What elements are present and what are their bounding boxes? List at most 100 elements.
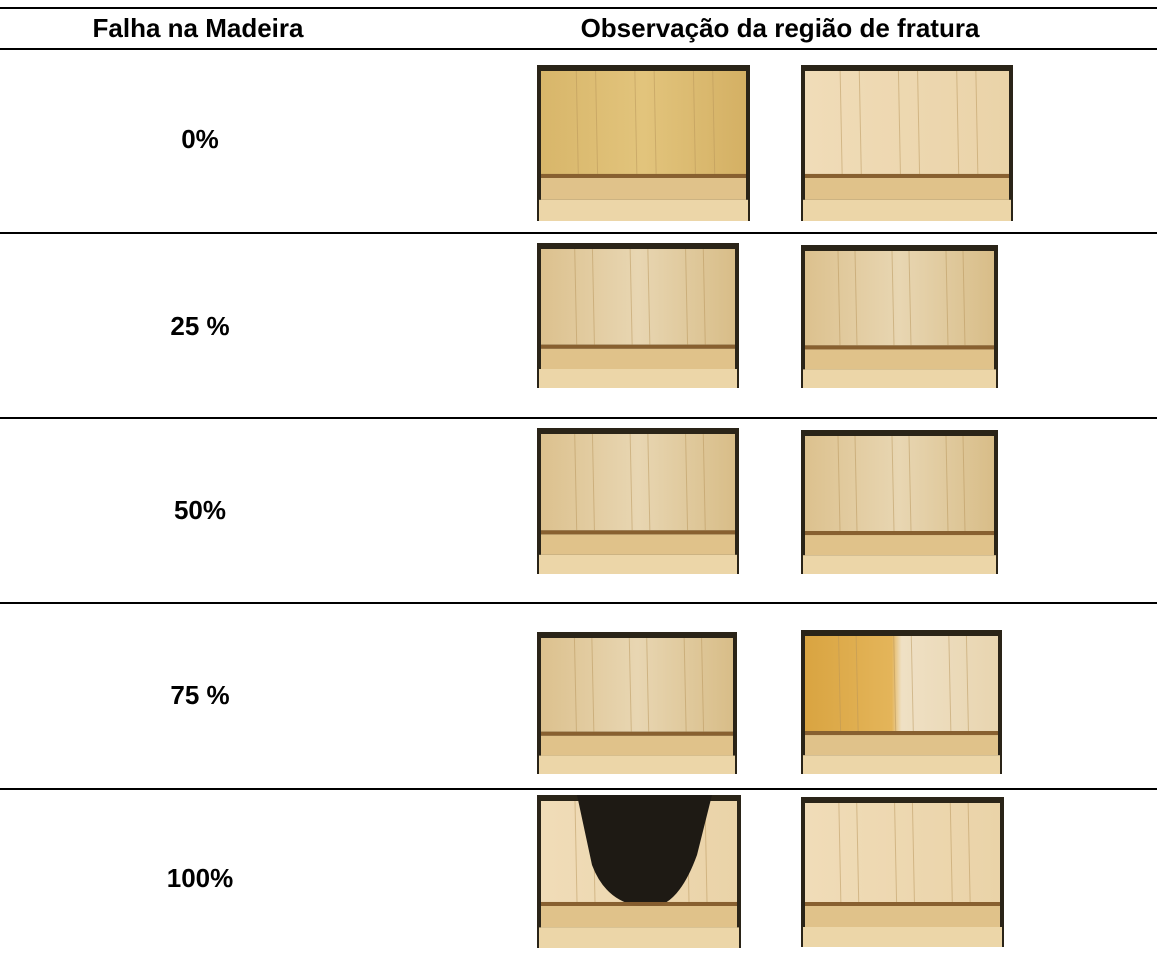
grain: [838, 635, 842, 732]
grain: [945, 435, 949, 532]
row-label: 75 %: [170, 680, 229, 710]
lower-strip: [805, 735, 998, 756]
grain: [855, 635, 859, 732]
wood-face: [541, 434, 735, 531]
base-block: [803, 927, 1002, 947]
grain: [894, 802, 898, 903]
grain: [712, 70, 716, 174]
grain: [893, 635, 897, 732]
grain: [962, 435, 966, 532]
fracture-photo: [537, 65, 750, 221]
grain: [701, 637, 705, 732]
grain: [702, 248, 706, 345]
row-label: 25 %: [170, 311, 229, 341]
base-block: [803, 369, 996, 388]
grain: [962, 250, 966, 346]
adhesive-line: [541, 173, 746, 178]
lower-strip: [541, 177, 746, 200]
grain: [839, 70, 843, 174]
lower-strip: [805, 906, 1000, 927]
adhesive-line: [805, 731, 998, 736]
base-block: [803, 199, 1011, 221]
grain: [910, 635, 914, 732]
grain: [897, 70, 901, 174]
grain: [646, 637, 650, 732]
grain: [629, 433, 633, 531]
grain: [685, 433, 689, 531]
grain: [949, 802, 953, 903]
grain: [917, 70, 921, 174]
grain: [908, 435, 912, 532]
adhesive-line: [805, 902, 1000, 906]
lower-strip: [541, 905, 737, 928]
fracture-photo: [801, 245, 998, 388]
base-block: [803, 555, 996, 574]
fracture-photo: [801, 430, 998, 574]
adhesive-line: [805, 173, 1009, 178]
column-header: Observação da região de fratura: [581, 13, 980, 43]
grain: [595, 70, 599, 174]
base-block: [539, 199, 748, 221]
adhesive-line: [805, 345, 994, 350]
base-block: [539, 369, 737, 388]
grain: [837, 435, 841, 532]
lower-strip: [541, 534, 735, 555]
grain: [683, 637, 687, 732]
adhesive-line: [541, 530, 735, 535]
grain: [647, 248, 651, 345]
grain: [574, 800, 578, 902]
grain: [574, 433, 578, 531]
wood-face: [805, 436, 994, 532]
row-label: 100%: [167, 863, 234, 893]
grain: [628, 637, 632, 732]
base-block: [539, 755, 735, 774]
grain: [702, 433, 706, 531]
base-block: [539, 554, 737, 574]
base-block: [803, 755, 1000, 774]
grain: [965, 635, 969, 732]
table-body: 0% 25 % 50% 75 % 100%: [0, 65, 1157, 948]
grain: [948, 635, 952, 732]
lower-strip: [541, 735, 733, 756]
column-header: Falha na Madeira: [93, 13, 304, 43]
fracture-photo: [801, 797, 1004, 947]
wood-face: [541, 638, 733, 732]
lower-strip: [805, 535, 994, 556]
fracture-photo: [801, 630, 1002, 774]
fracture-photo: [537, 243, 739, 388]
grain: [891, 250, 895, 346]
row-label: 50%: [174, 495, 226, 525]
grain: [975, 70, 979, 174]
adhesive-line: [541, 731, 733, 736]
grain: [967, 802, 971, 903]
lower-strip: [805, 177, 1009, 200]
grain: [575, 70, 579, 174]
grain: [858, 70, 862, 174]
grain: [685, 248, 689, 345]
grain: [653, 70, 657, 174]
grain: [837, 250, 841, 346]
grain: [838, 802, 842, 903]
grain: [854, 435, 858, 532]
grain: [574, 248, 578, 345]
wood-face: [805, 71, 1009, 174]
grain: [891, 435, 895, 532]
adhesive-line: [541, 344, 735, 349]
fracture-photo: [537, 428, 739, 574]
grain: [692, 70, 696, 174]
grain: [956, 70, 960, 174]
row-label: 0%: [181, 124, 219, 154]
grain: [854, 250, 858, 346]
grain: [573, 637, 577, 732]
grain: [856, 802, 860, 903]
grain: [629, 248, 633, 345]
lower-strip: [541, 348, 735, 369]
wood-face: [541, 249, 735, 345]
wood-face: [541, 71, 746, 174]
grain: [945, 250, 949, 346]
base-block: [539, 927, 739, 948]
grain: [647, 433, 651, 531]
grain: [911, 802, 915, 903]
adhesive-line: [541, 901, 737, 906]
grain: [908, 250, 912, 346]
